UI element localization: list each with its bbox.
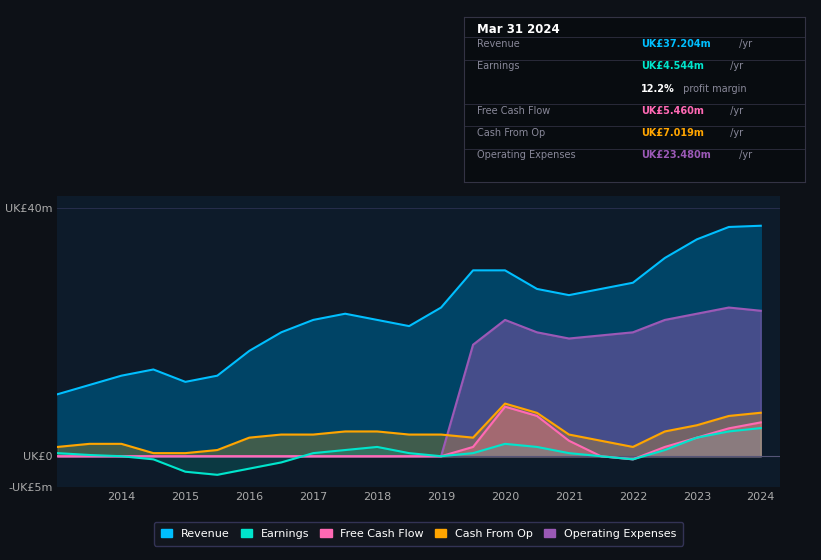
Text: UK£4.544m: UK£4.544m	[641, 62, 704, 71]
Text: /yr: /yr	[736, 39, 753, 49]
Text: Mar 31 2024: Mar 31 2024	[478, 24, 560, 36]
Text: /yr: /yr	[727, 128, 743, 138]
Text: profit margin: profit margin	[681, 83, 747, 94]
Text: Operating Expenses: Operating Expenses	[478, 150, 576, 160]
Text: Revenue: Revenue	[478, 39, 521, 49]
Text: UK£5.460m: UK£5.460m	[641, 106, 704, 116]
Text: /yr: /yr	[727, 106, 743, 116]
Text: UK£23.480m: UK£23.480m	[641, 150, 711, 160]
Text: UK£7.019m: UK£7.019m	[641, 128, 704, 138]
Text: /yr: /yr	[727, 62, 743, 71]
Text: Free Cash Flow: Free Cash Flow	[478, 106, 551, 116]
Text: /yr: /yr	[736, 150, 753, 160]
Text: Earnings: Earnings	[478, 62, 520, 71]
Text: 12.2%: 12.2%	[641, 83, 675, 94]
Text: Cash From Op: Cash From Op	[478, 128, 546, 138]
Legend: Revenue, Earnings, Free Cash Flow, Cash From Op, Operating Expenses: Revenue, Earnings, Free Cash Flow, Cash …	[154, 522, 683, 545]
Text: UK£37.204m: UK£37.204m	[641, 39, 711, 49]
